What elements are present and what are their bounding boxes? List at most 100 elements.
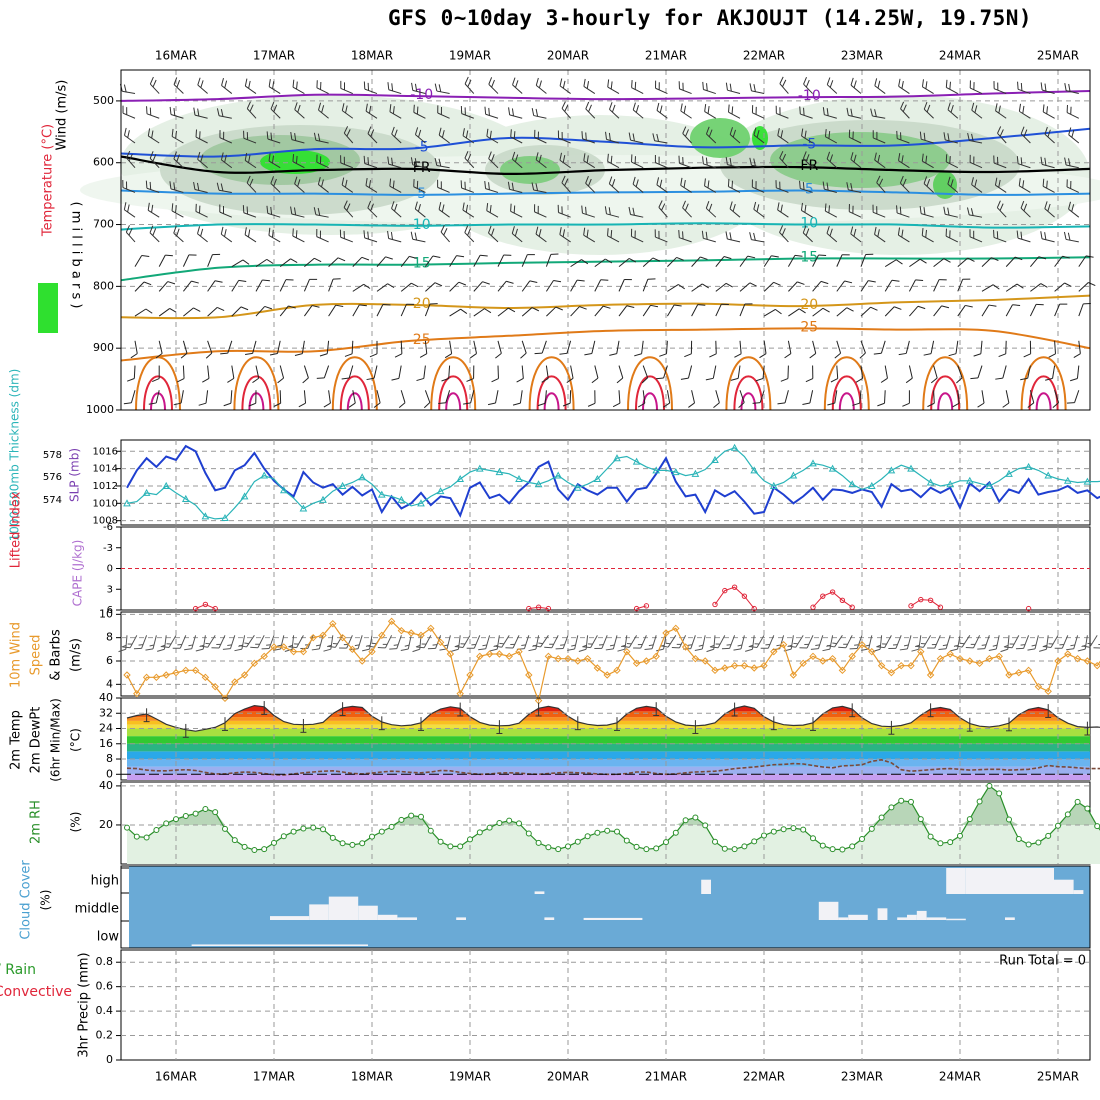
- wind10-barb-flag: [633, 647, 641, 649]
- precip-run-total: Run Total = 0: [999, 954, 1086, 969]
- wind-barb: [497, 307, 516, 317]
- wind-barb-flag: [489, 205, 492, 213]
- isotherm-label: -10: [798, 88, 821, 104]
- wind-barb-flag: [1040, 231, 1043, 239]
- rh-point: [467, 836, 473, 843]
- wind-barb: [488, 225, 499, 243]
- wind10-barb-shaft: [246, 635, 255, 648]
- wind10-speed-point: [191, 666, 200, 675]
- wind-barb-flag: [994, 177, 998, 186]
- wind-barb-shaft: [541, 340, 547, 354]
- wind10-speed-point: [397, 626, 406, 635]
- rh-point: [584, 833, 591, 840]
- wind-barb: [1029, 303, 1044, 317]
- wind-barb-shaft: [618, 258, 630, 268]
- wind-barb-flag: [579, 306, 587, 310]
- lifted-axis-label: Lifted Index: [9, 491, 24, 568]
- thickness-marker: [593, 474, 602, 483]
- wind-barb-shaft: [301, 340, 305, 354]
- wind-barb: [148, 390, 160, 405]
- wind10-speed-point: [936, 654, 945, 663]
- wind-barb: [874, 226, 886, 243]
- lifted-index-point: [535, 604, 542, 610]
- isotherm-label: 10: [800, 216, 818, 232]
- wind-barb-flag: [970, 377, 979, 380]
- wind-barb: [202, 365, 210, 383]
- rh-point: [378, 828, 385, 835]
- wind-barb-flag: [652, 257, 660, 262]
- wind-barb-flag: [921, 153, 924, 162]
- wind-barb-flag: [197, 108, 200, 117]
- wind-barb-flag: [682, 157, 684, 165]
- wind-barb: [147, 128, 160, 144]
- wind10-barb-flag: [466, 647, 475, 649]
- wind10-speed-point: [387, 617, 396, 626]
- wind10-barb-flag: [582, 646, 591, 649]
- wind-barb-shaft: [246, 108, 257, 119]
- wind10-barb-flag: [528, 648, 537, 652]
- wind10-barb: [1066, 635, 1079, 651]
- wind-barb-flag: [591, 377, 599, 384]
- wind-barb-shaft: [328, 304, 337, 317]
- wind-barb-shaft: [970, 87, 983, 94]
- wind-barb-flag: [341, 177, 345, 186]
- wind-barb-flag: [732, 203, 736, 212]
- wind-barb: [641, 365, 649, 384]
- wind-barb-flag: [992, 284, 1000, 290]
- date-label-bottom: 17MAR: [253, 1070, 295, 1084]
- wind-barb: [981, 304, 997, 317]
- wind-barb: [775, 180, 789, 193]
- wind-barb-shaft: [945, 213, 958, 218]
- wind-barb-flag: [247, 229, 251, 238]
- wind-barb-flag: [923, 101, 928, 110]
- wind-barb-shaft: [364, 237, 378, 243]
- wind-barb-flag: [200, 228, 204, 237]
- wind-barb: [561, 101, 571, 119]
- wind-barb-shaft: [180, 390, 184, 404]
- wind-barb-flag: [859, 352, 866, 359]
- wind-barb: [713, 390, 720, 408]
- rh-shading: [260, 150, 330, 174]
- wind10-speed-point: [730, 661, 739, 670]
- date-label-top: 18MAR: [351, 49, 393, 63]
- wind10-barb-shaft: [961, 635, 971, 648]
- wind-barb-flag: [1016, 283, 1024, 289]
- wind-barb: [147, 202, 160, 218]
- wind-barb-flag: [850, 183, 853, 191]
- wind-barb-shaft: [207, 340, 213, 354]
- rh-point: [976, 798, 983, 805]
- wind-barb-flag: [678, 230, 680, 238]
- wind-barb: [425, 282, 443, 292]
- wind-barb-flag: [1020, 157, 1023, 165]
- wind-barb-flag: [269, 353, 278, 356]
- wind-barb: [981, 284, 1000, 292]
- wind10-speed-point: [1083, 657, 1092, 665]
- wind10-barb-flag: [793, 642, 798, 645]
- wind-barb-shaft: [245, 85, 257, 94]
- wind-barb: [609, 102, 620, 119]
- wind-barb-flag: [973, 353, 982, 357]
- wind-barb-flag: [368, 180, 372, 188]
- wind-barb-flag: [876, 131, 878, 140]
- wind-barb: [667, 284, 685, 292]
- wind-barb: [122, 105, 136, 119]
- rh-point: [1055, 822, 1061, 829]
- wind10-barb-flag: [992, 644, 998, 647]
- wind-barb-flag: [410, 231, 414, 240]
- wind-barb: [1020, 200, 1031, 218]
- wind-barb-shaft: [909, 305, 919, 317]
- wind-barb-flag: [294, 133, 297, 141]
- wind-barb: [587, 390, 596, 407]
- wind10-barb-flag: [637, 643, 643, 646]
- wind-barb-flag: [127, 130, 130, 138]
- rh-point: [1025, 841, 1032, 848]
- thickness-marker: [1044, 471, 1053, 479]
- wind-barb: [546, 306, 563, 317]
- wind-barb-flag: [996, 200, 1001, 208]
- wind-barb: [294, 176, 305, 193]
- wind-barb-flag: [874, 226, 877, 235]
- wind10-barb-flag: [849, 647, 858, 650]
- wind-barb-flag: [727, 178, 730, 187]
- wind10-speed-point: [613, 666, 621, 675]
- wind-barb: [352, 304, 367, 317]
